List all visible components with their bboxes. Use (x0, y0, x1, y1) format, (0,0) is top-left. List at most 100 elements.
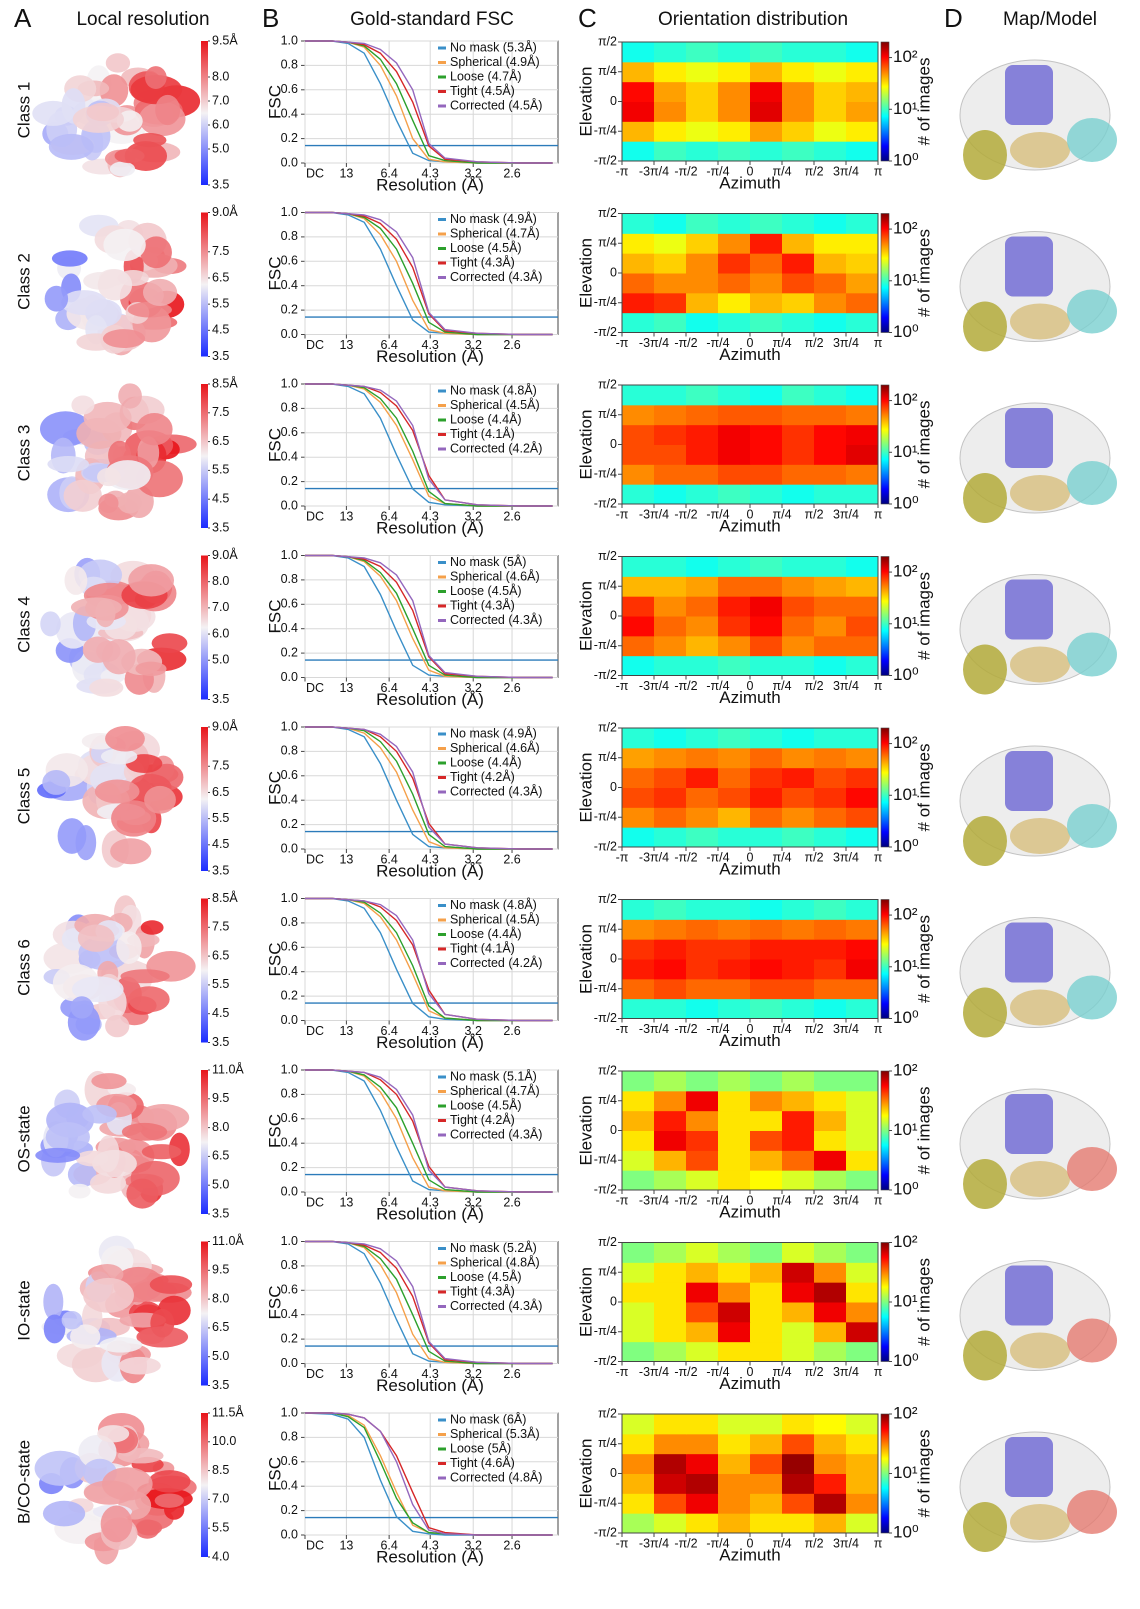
heat-cell (718, 1282, 751, 1303)
y-axis-label: Elevation (576, 238, 595, 308)
x-tick-label: -π/4 (706, 336, 729, 350)
plot-frame (304, 726, 559, 850)
heat-cell (782, 919, 815, 940)
heat-cell (718, 1433, 751, 1455)
colorbar (201, 727, 208, 871)
row-label: Class 4 (14, 596, 33, 653)
y-tick-label: -π/4 (594, 638, 617, 652)
heat-cell (654, 1433, 687, 1455)
heat-cell (750, 728, 783, 749)
y-tick-label: -π/2 (594, 668, 617, 682)
colorbar-tick-label: 10² (893, 905, 918, 924)
x-tick-label: 0 (747, 1193, 754, 1207)
heat-cell (686, 213, 719, 234)
heat-cell (622, 385, 655, 406)
heat-cell (718, 1321, 751, 1343)
y-tick-label: π/2 (598, 1063, 617, 1077)
model-barrel (1005, 1265, 1053, 1326)
heat-cell (718, 899, 751, 920)
fsc-curve (305, 1412, 553, 1536)
y-tick-label: 0.8 (281, 1258, 298, 1272)
heat-cell (718, 141, 751, 162)
x-tick-label: 2.6 (503, 681, 520, 695)
colorbar-tick-label: 10² (893, 390, 918, 409)
density-blob (48, 133, 94, 160)
heat-cell (654, 273, 687, 294)
density-blob (136, 412, 173, 446)
model-domain (1067, 289, 1117, 334)
density-blob (110, 838, 152, 865)
model-domain (963, 644, 1007, 695)
heat-cell (654, 1302, 687, 1323)
heat-cell (814, 1321, 847, 1343)
heat-cell (750, 424, 783, 445)
x-tick-label: π/2 (804, 679, 823, 693)
colorbar-tick-label: 3.5 (212, 863, 229, 877)
x-tick-label: 3π/4 (833, 1022, 859, 1036)
heat-cell (654, 1493, 687, 1514)
heat-cell (750, 747, 783, 769)
density-blob (114, 148, 145, 164)
heat-cell (622, 464, 655, 485)
model-domain (1067, 461, 1117, 505)
x-tick-label: 6.4 (380, 1367, 397, 1381)
heat-cell (718, 484, 751, 505)
legend-label: Spherical (4.5Å) (450, 911, 540, 926)
heat-cell (750, 81, 783, 102)
x-tick-label: DC (306, 1195, 324, 1209)
colorbar-tick-label: 7.5 (212, 920, 229, 934)
colorbar (880, 1413, 890, 1534)
heat-cell (750, 939, 783, 960)
y-tick-label: π/2 (598, 1235, 617, 1249)
x-tick-label: 4.3 (422, 1195, 439, 1209)
density-blob (117, 492, 142, 514)
heat-cell (654, 1090, 687, 1112)
heat-cell (622, 635, 655, 657)
heat-cell (750, 596, 783, 617)
colorbar-tick-label: 4.5 (212, 491, 229, 505)
heat-cell (686, 728, 719, 749)
legend-label: Spherical (5.3Å) (450, 1426, 540, 1441)
x-axis-label: Azimuth (719, 1545, 780, 1564)
colorbar-tick-label: 7.0 (212, 93, 229, 107)
density-blob (128, 564, 175, 597)
colorbar-tick-label: 4.5 (212, 1006, 229, 1020)
heat-cell (654, 424, 687, 445)
heat-cell (686, 292, 719, 314)
x-tick-label: π (874, 1193, 883, 1207)
heat-cell (654, 1473, 687, 1494)
density-blob (111, 800, 157, 837)
x-axis-label: Azimuth (719, 1202, 780, 1221)
heat-cell (750, 1513, 783, 1534)
colorbar-label: # of images (914, 401, 933, 489)
heat-cell (622, 233, 655, 254)
y-tick-label: -π/4 (594, 1153, 617, 1167)
heat-cell (750, 464, 783, 485)
legend-label: Corrected (4.3Å) (450, 1126, 542, 1141)
colorbar-tick-label: 10⁰ (893, 836, 919, 855)
model-domain (963, 1330, 1007, 1381)
model-domain (1067, 118, 1117, 162)
x-tick-label: π/4 (772, 850, 791, 864)
heat-cell (718, 292, 751, 314)
legend-label: Loose (5Å) (450, 1440, 511, 1455)
heat-cell (622, 1302, 655, 1323)
heat-cell (814, 464, 847, 485)
heat-cell (654, 61, 687, 83)
heat-cell (654, 1110, 687, 1131)
y-tick-label: 0.2 (281, 1503, 298, 1517)
row-label: Class 2 (14, 253, 33, 310)
heat-cell (750, 273, 783, 294)
density-blob (118, 383, 142, 409)
x-tick-label: π/4 (772, 1536, 791, 1550)
density-blob (32, 100, 74, 126)
colorbar-tick-label: 7.0 (212, 600, 229, 614)
x-axis-label: Azimuth (719, 859, 780, 878)
y-tick-label: -π/2 (594, 1182, 617, 1196)
colorbar (201, 898, 208, 1043)
x-tick-label: 6.4 (380, 166, 397, 180)
heat-cell (814, 978, 847, 1000)
heat-cell (622, 101, 655, 122)
legend-label: No mask (4.9Å) (450, 211, 537, 226)
y-axis-label: Elevation (576, 67, 595, 137)
